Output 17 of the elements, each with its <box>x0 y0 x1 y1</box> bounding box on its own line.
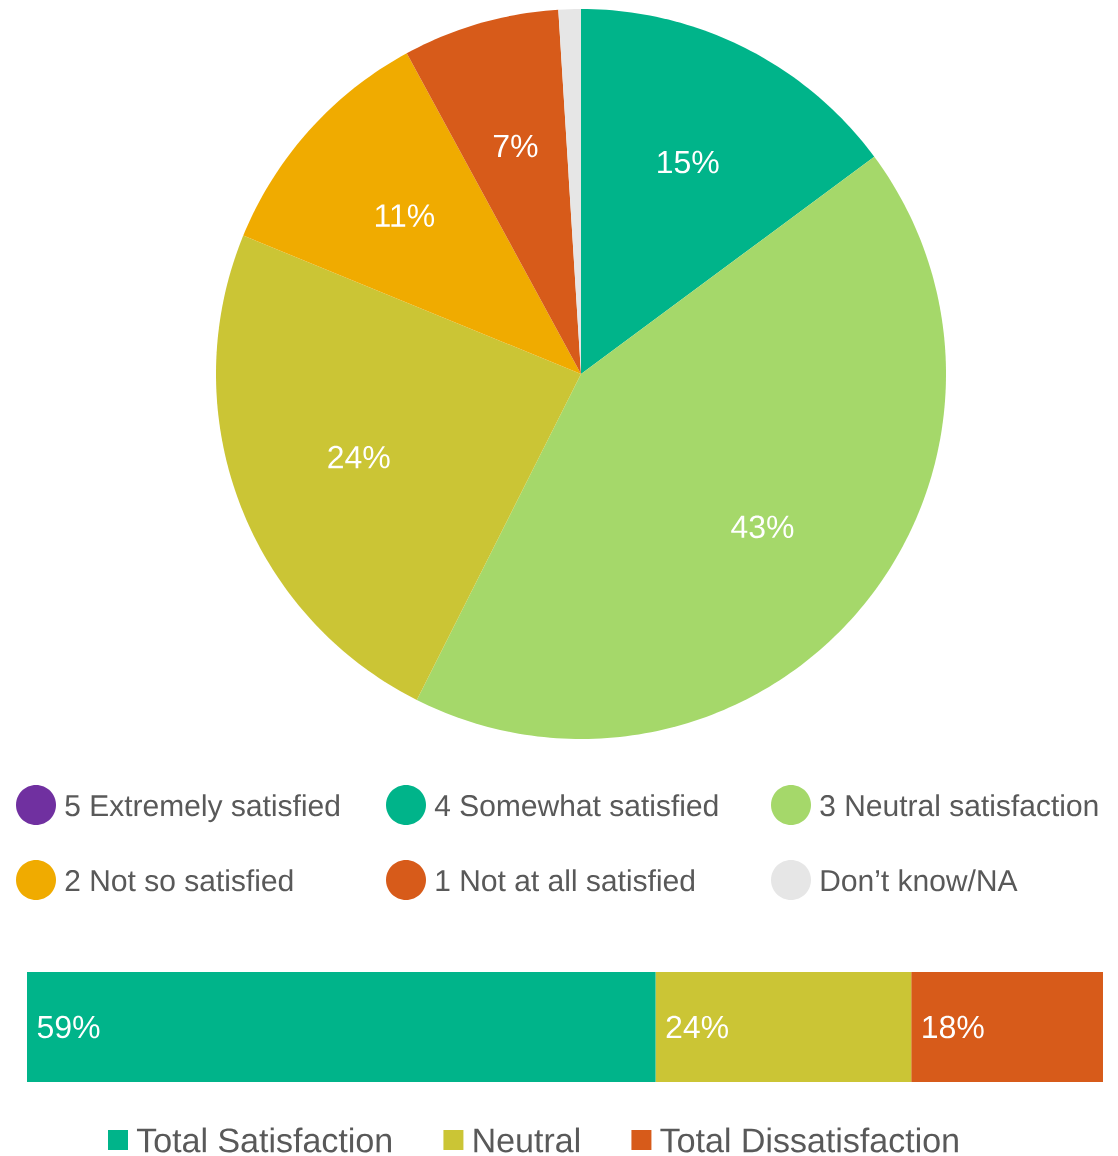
legend-label: Total Satisfaction <box>136 1127 391 1153</box>
legend-label: Total Dissatisfaction <box>660 1127 958 1153</box>
data-label: 59% <box>37 1015 100 1039</box>
data-label: 7% <box>493 134 538 158</box>
legend-label: 3 Neutral satisfaction <box>820 794 1098 817</box>
data-label: 43% <box>731 515 794 539</box>
legend-label: 5 Extremely satisfied <box>65 794 339 823</box>
legend-label: 2 Not so satisfied <box>65 869 293 892</box>
legend-label: Neutral <box>474 1127 579 1153</box>
legend-label: 1 Not at all satisfied <box>436 869 695 892</box>
data-label: 11% <box>375 204 435 227</box>
data-label: 15% <box>658 150 719 174</box>
data-label: 24% <box>328 445 390 469</box>
legend-label: 4 Somewhat satisfied <box>434 794 718 817</box>
data-label: 18% <box>923 1015 984 1039</box>
data-label: 24% <box>666 1015 728 1039</box>
legend-label: Don’t know/NA <box>821 869 1018 892</box>
